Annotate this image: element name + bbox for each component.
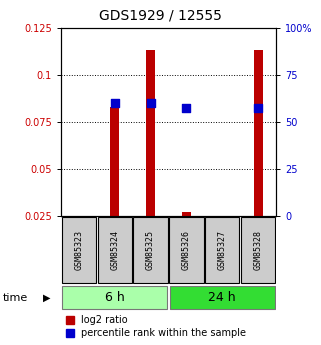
Bar [241,217,275,283]
Legend: log2 ratio, percentile rank within the sample: log2 ratio, percentile rank within the s… [66,315,247,338]
Text: GSM85323: GSM85323 [74,230,83,270]
Text: 24 h: 24 h [208,291,236,304]
Text: GSM85325: GSM85325 [146,230,155,270]
Text: GSM85327: GSM85327 [218,230,227,270]
Text: GDS1929 / 12555: GDS1929 / 12555 [99,8,222,22]
Bar [254,50,263,216]
Text: GSM85324: GSM85324 [110,230,119,270]
Point [184,106,189,111]
Text: 6 h: 6 h [105,291,125,304]
Bar [134,217,168,283]
Bar [182,212,191,216]
Text: GSM85326: GSM85326 [182,230,191,270]
Bar [205,217,239,283]
Bar [169,217,204,283]
Text: ▶: ▶ [43,293,50,303]
Bar [98,217,132,283]
Bar [146,50,155,216]
Text: GSM85328: GSM85328 [254,230,263,270]
Point [256,106,261,111]
Point [148,100,153,106]
Text: time: time [3,293,29,303]
Bar [62,286,168,309]
Bar [169,286,275,309]
Point [112,100,117,106]
Bar [62,217,96,283]
Bar [110,107,119,216]
